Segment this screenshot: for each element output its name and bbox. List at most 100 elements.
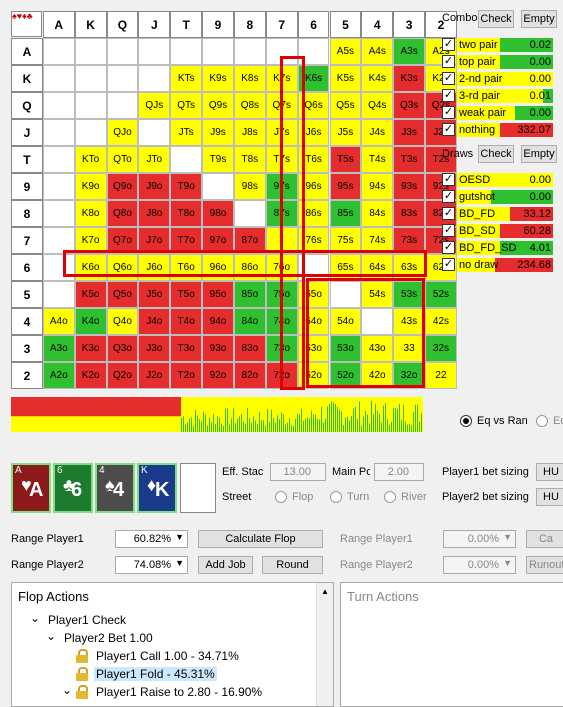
hand-cell[interactable] (42, 173, 75, 200)
hand-cell[interactable]: 43o (361, 335, 394, 362)
board-card[interactable]: K ♦ K (137, 463, 177, 513)
draws-row[interactable]: ✓ BD_FD 33.12 (442, 207, 553, 221)
hand-cell[interactable]: T4o (170, 308, 203, 335)
hand-cell[interactable]: QJo (106, 119, 139, 146)
hand-cell[interactable] (138, 65, 171, 92)
hand-cell[interactable]: 62o (297, 362, 330, 389)
hand-cell[interactable]: J3s (393, 119, 426, 146)
expand-arrow-icon[interactable]: ⌄ (62, 683, 73, 697)
hand-cell[interactable] (233, 38, 266, 65)
combo-row[interactable]: ✓ 2-nd pair 0.00 (442, 72, 553, 86)
hand-cell[interactable]: A4s (361, 38, 394, 65)
hand-cell[interactable]: Q8o (106, 200, 139, 227)
hand-cell[interactable]: T4s (361, 146, 394, 173)
combo-row[interactable]: ✓ nothing 332.07 (442, 123, 553, 137)
hand-cell[interactable]: T6s (297, 146, 330, 173)
main-pot-field[interactable]: 2.00 (374, 463, 424, 481)
hand-cell[interactable]: 32o (393, 362, 426, 389)
street-flop-radio[interactable] (275, 491, 287, 503)
checkbox[interactable]: ✓ (442, 72, 455, 85)
range-player1-select[interactable]: 60.82% ▼ (115, 530, 188, 548)
draws-row[interactable]: ✓ BD_FD_SD 4.01 (442, 241, 553, 255)
hand-cell[interactable]: Q4s (361, 92, 394, 119)
hand-cell[interactable]: 95s (329, 173, 362, 200)
checkbox[interactable]: ✓ (442, 207, 455, 220)
hand-cell[interactable] (42, 92, 75, 119)
hand-cell[interactable]: T3s (393, 146, 426, 173)
hand-cell[interactable]: 73s (393, 227, 426, 254)
hand-cell[interactable]: QJs (138, 92, 171, 119)
hand-cell[interactable] (42, 38, 75, 65)
hand-cell[interactable]: J3o (138, 335, 171, 362)
combo-row[interactable]: ✓ top pair 0.00 (442, 55, 553, 69)
hand-cell[interactable]: KTs (170, 65, 203, 92)
hand-cell[interactable]: JTo (138, 146, 171, 173)
hand-cell[interactable] (106, 65, 139, 92)
hand-cell[interactable]: 74s (361, 227, 394, 254)
hand-cell[interactable]: 87s (265, 200, 298, 227)
hand-cell[interactable]: T3o (170, 335, 203, 362)
hand-cell[interactable]: A2o (42, 362, 75, 389)
hand-cell[interactable] (202, 173, 234, 200)
hand-cell[interactable]: Q9s (202, 92, 234, 119)
hand-cell[interactable]: 52s (425, 281, 457, 308)
hand-cell[interactable] (170, 38, 203, 65)
hand-cell[interactable] (42, 65, 75, 92)
hand-cell[interactable]: KTo (74, 146, 107, 173)
hand-cell[interactable]: K8o (74, 200, 107, 227)
calculate-right-button[interactable]: Ca (526, 530, 563, 548)
hand-cell[interactable]: Q5o (106, 281, 139, 308)
hand-cell[interactable]: 33 (393, 335, 426, 362)
hand-cell[interactable]: 95o (202, 281, 234, 308)
eq-vs-range-radio[interactable] (460, 415, 472, 427)
hand-cell[interactable]: K7o (74, 227, 107, 254)
hand-cell[interactable]: 98o (202, 200, 234, 227)
hand-cell[interactable]: 97s (265, 173, 298, 200)
hand-cell[interactable]: K4s (361, 65, 394, 92)
hand-cell[interactable]: K7s (265, 65, 298, 92)
checkbox[interactable]: ✓ (442, 173, 455, 186)
combo-row[interactable]: ✓ two pair 0.02 (442, 38, 553, 52)
hand-cell[interactable]: Q5s (329, 92, 362, 119)
hand-cell[interactable] (42, 146, 75, 173)
hand-cell[interactable]: 75s (329, 227, 362, 254)
hand-cell[interactable] (265, 38, 298, 65)
hand-cell[interactable]: K9s (202, 65, 234, 92)
hand-cell[interactable]: T5o (170, 281, 203, 308)
hand-cell[interactable] (329, 281, 362, 308)
tree-node[interactable]: Player1 Call 1.00 - 34.71% (12, 649, 317, 666)
hand-cell[interactable]: 63o (297, 335, 330, 362)
hand-cell[interactable]: K5o (74, 281, 107, 308)
checkbox[interactable]: ✓ (442, 38, 455, 51)
hand-cell[interactable]: QTs (170, 92, 203, 119)
hand-cell[interactable]: J6o (138, 254, 171, 281)
hand-cell[interactable]: T8s (233, 146, 266, 173)
street-river-radio[interactable] (384, 491, 396, 503)
hand-cell[interactable]: J4s (361, 119, 394, 146)
hand-cell[interactable]: 86o (233, 254, 266, 281)
board-card[interactable]: 6 ♣ 6 (53, 463, 93, 513)
hand-cell[interactable]: 53o (329, 335, 362, 362)
hand-cell[interactable]: A3s (393, 38, 426, 65)
hand-cell[interactable]: 65s (329, 254, 362, 281)
tree-node[interactable]: ⌄ Player1 Check (12, 611, 317, 630)
hand-cell[interactable] (42, 227, 75, 254)
hand-cell[interactable] (202, 38, 234, 65)
hand-cell[interactable] (74, 38, 107, 65)
hand-cell[interactable]: Q2o (106, 362, 139, 389)
hand-cell[interactable]: J7s (265, 119, 298, 146)
hand-cell[interactable]: T7s (265, 146, 298, 173)
hand-cell[interactable]: Q6s (297, 92, 330, 119)
expand-arrow-icon[interactable]: ⌄ (46, 629, 57, 643)
hand-cell[interactable]: Q3s (393, 92, 426, 119)
hand-cell[interactable] (106, 92, 139, 119)
draws-row[interactable]: ✓ OESD 0.00 (442, 173, 553, 187)
hand-cell[interactable]: K5s (329, 65, 362, 92)
hand-cell[interactable] (361, 308, 394, 335)
hand-cell[interactable]: 98s (233, 173, 266, 200)
range-player2-right-select[interactable]: 0.00% ▼ (443, 556, 516, 574)
vertical-scrollbar[interactable]: ▲ (316, 583, 333, 706)
range-player1-right-select[interactable]: 0.00% ▼ (443, 530, 516, 548)
hand-cell[interactable]: 94s (361, 173, 394, 200)
hand-cell[interactable]: J5o (138, 281, 171, 308)
